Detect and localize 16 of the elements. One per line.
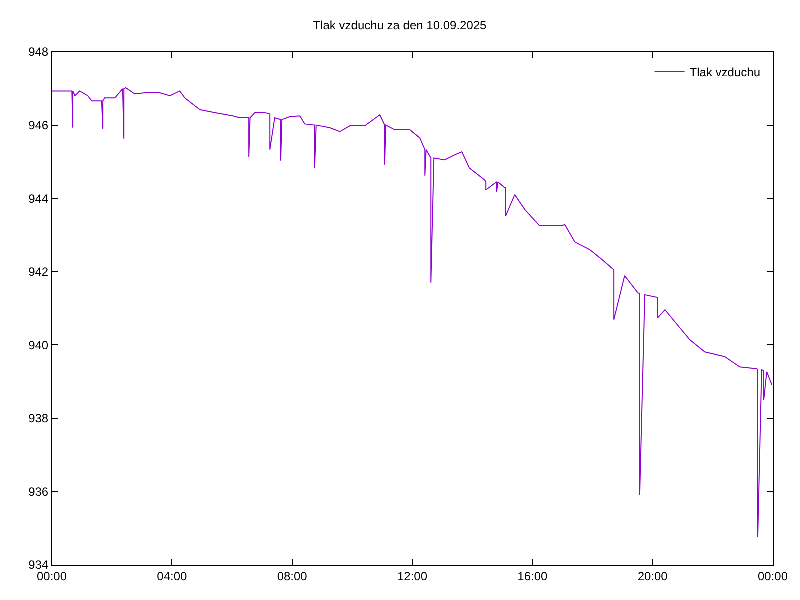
y-tick-label: 938 — [28, 412, 49, 426]
legend-label: Tlak vzduchu — [690, 65, 760, 80]
y-tick-label: 942 — [28, 265, 49, 280]
x-tick-label: 12:00 — [397, 569, 428, 584]
chart-title: Tlak vzduchu za den 10.09.2025 — [313, 18, 488, 32]
x-tick-label: 16:00 — [518, 569, 548, 584]
x-tick-label: 20:00 — [638, 569, 668, 584]
y-tick-label: 948 — [28, 45, 49, 60]
line-series — [52, 87, 773, 538]
y-tick-label: 944 — [28, 192, 49, 206]
x-tick-label: 00:00 — [758, 569, 788, 584]
y-tick-label: 940 — [28, 338, 49, 352]
y-tick-label: 946 — [28, 118, 49, 132]
x-tick-label: 04:00 — [157, 569, 188, 584]
x-tick-label: 08:00 — [277, 569, 308, 584]
y-tick-label: 936 — [28, 484, 49, 499]
